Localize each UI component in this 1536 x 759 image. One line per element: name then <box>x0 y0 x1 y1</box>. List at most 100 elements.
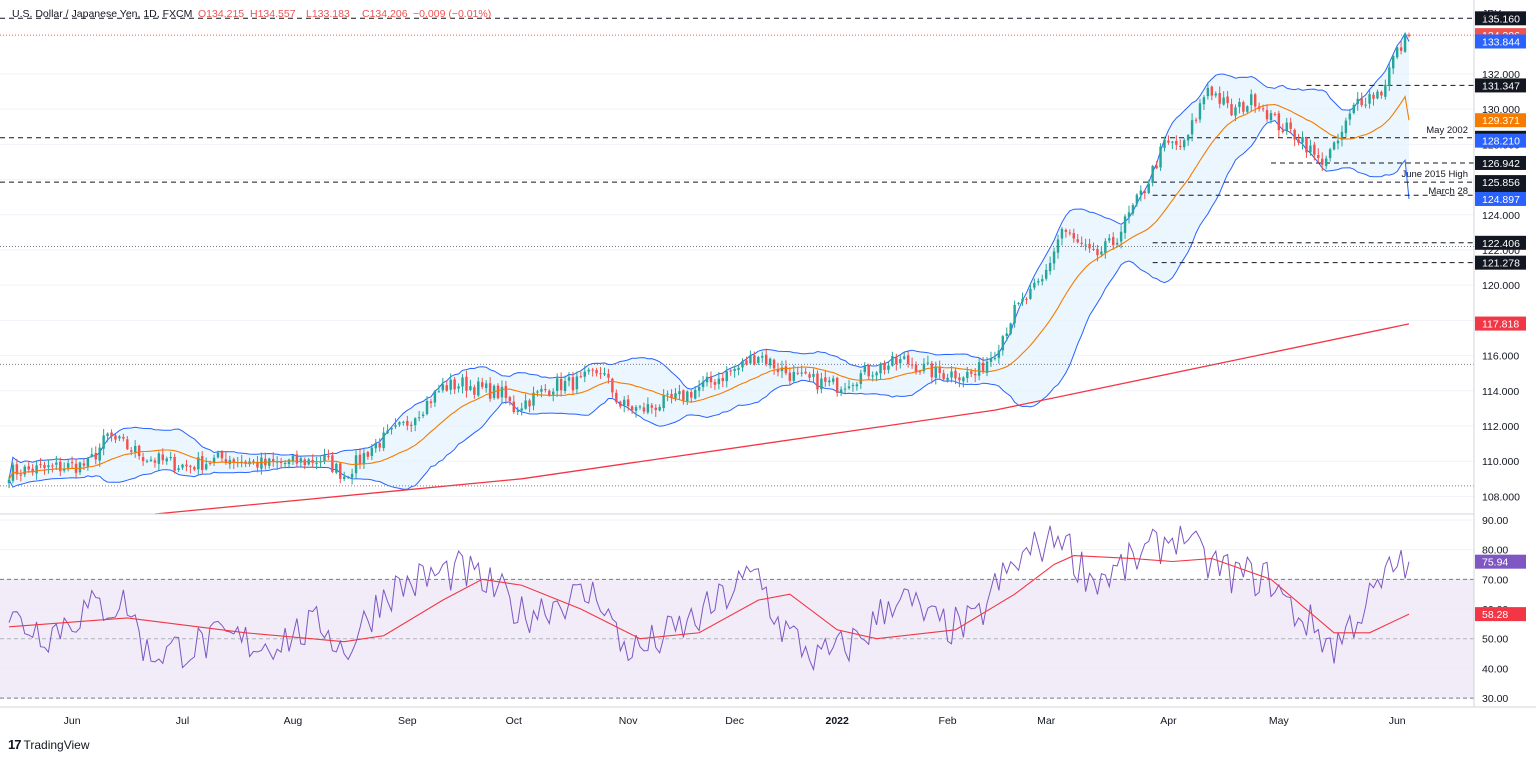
candle-body <box>1064 229 1068 232</box>
value-tag-bg <box>1475 255 1526 270</box>
candle-body <box>1139 190 1143 195</box>
candle-body <box>958 377 961 381</box>
candle-body <box>875 372 878 376</box>
candle-body <box>421 414 425 416</box>
candle-body <box>855 384 859 387</box>
candle-body <box>133 445 137 452</box>
candle-body <box>1072 233 1076 239</box>
candle-body <box>287 459 291 465</box>
candle-body <box>212 457 216 464</box>
candle-body <box>1392 56 1395 69</box>
tradingview-logo[interactable]: 17 TradingView <box>8 737 90 752</box>
candle-body <box>1301 137 1304 143</box>
rsi-pane[interactable] <box>0 519 1474 699</box>
value-tag-label: 131.347 <box>1482 80 1520 92</box>
value-tag-bg <box>1475 316 1526 331</box>
rsi-tick-label: 70.00 <box>1482 574 1508 586</box>
candle-body <box>137 445 141 457</box>
candle-body <box>1281 130 1285 132</box>
candle-body <box>1265 110 1269 120</box>
candle-body <box>370 447 374 456</box>
candle-body <box>47 465 50 468</box>
candle-body <box>90 454 94 457</box>
value-tag-label: 133.844 <box>1482 36 1520 48</box>
time-axis[interactable]: Jun Jul Aug Sep Oct Nov Dec 2022 Feb Mar Apr May Jun <box>64 715 1406 727</box>
candle-body <box>997 350 1001 358</box>
candle-body <box>682 390 685 401</box>
candle-body <box>27 466 30 470</box>
candle-body <box>966 371 969 378</box>
candle-body <box>504 385 508 398</box>
candle-body <box>331 455 334 472</box>
candle-body <box>757 357 760 363</box>
candle-body <box>705 376 709 383</box>
time-tick-label: Feb <box>939 715 957 727</box>
candle-body <box>1226 96 1229 104</box>
candle-body <box>114 435 117 440</box>
candle-body <box>634 407 638 411</box>
candle-body <box>804 371 807 374</box>
value-tag-bg <box>1475 155 1526 170</box>
time-tick-label: Jul <box>176 715 189 727</box>
value-tag-bg <box>1475 11 1526 26</box>
candle-body <box>1305 138 1308 153</box>
price-pane[interactable] <box>0 17 1474 515</box>
candle-body <box>177 468 180 471</box>
candle-body <box>283 462 287 465</box>
candle-body <box>654 407 657 410</box>
candle-body <box>252 460 255 462</box>
candle-body <box>1269 113 1273 121</box>
candle-body <box>1407 34 1411 36</box>
candle-body <box>339 463 342 479</box>
candle-body <box>477 381 480 396</box>
candle-body <box>1246 106 1249 112</box>
candle-body <box>1119 231 1123 242</box>
candle-body <box>1277 113 1281 131</box>
candle-body <box>488 383 492 399</box>
candle-body <box>425 400 429 415</box>
candle-body <box>1352 104 1356 113</box>
candle-body <box>216 452 220 458</box>
level-annotation: March 28 <box>1428 186 1468 197</box>
candle-body <box>887 365 890 370</box>
symbol-title[interactable]: U.S. Dollar / Japanese Yen, 1D, FXCM <box>12 8 192 20</box>
candle-body <box>559 378 563 391</box>
candle-body <box>508 397 512 401</box>
candle-body <box>1297 139 1300 143</box>
candle-body <box>843 388 847 390</box>
candle-body <box>1293 129 1296 140</box>
candle-body <box>1151 166 1154 183</box>
candle-body <box>615 392 618 403</box>
candle-body <box>189 465 192 467</box>
value-tag-label: 128.210 <box>1482 136 1520 148</box>
candle-body <box>1348 113 1352 120</box>
value-tag-label: 135.160 <box>1482 13 1520 25</box>
price-tick-label: 110.000 <box>1482 456 1519 468</box>
candle-body <box>717 378 721 385</box>
candle-body <box>157 453 161 464</box>
candle-body <box>563 381 567 391</box>
candle-body <box>548 390 551 396</box>
candle-body <box>666 393 669 395</box>
candle-body <box>1104 241 1107 253</box>
candle-body <box>993 358 997 360</box>
candle-body <box>224 459 228 463</box>
candle-body <box>70 462 74 464</box>
candle-body <box>701 381 705 388</box>
time-tick-label: Apr <box>1160 715 1177 727</box>
candle-body <box>737 367 740 370</box>
rsi-ma-line <box>8 555 1410 643</box>
candle-body <box>394 425 397 427</box>
candle-body <box>1190 120 1194 135</box>
candle-body <box>768 358 772 366</box>
candle-body <box>1175 141 1178 145</box>
candle-body <box>749 355 752 364</box>
candle-body <box>1364 104 1367 106</box>
bollinger-upper-line <box>8 31 1410 480</box>
candle-body <box>1108 238 1111 241</box>
candle-body <box>989 358 993 362</box>
price-tick-label: 108.000 <box>1482 491 1520 503</box>
candle-body <box>725 371 728 382</box>
candle-body <box>43 464 46 468</box>
